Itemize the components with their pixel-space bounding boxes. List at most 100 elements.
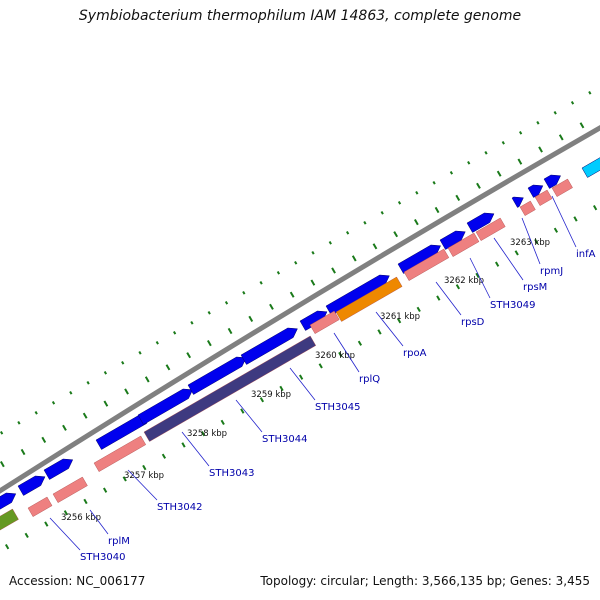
- forward-gene-arrow: [543, 174, 561, 189]
- forward-gene-arrow: [439, 230, 466, 250]
- reverse-gene-bar: [309, 310, 340, 334]
- track-dash: [393, 231, 399, 238]
- gene-label: rpoA: [403, 348, 427, 359]
- track-dot: [484, 150, 488, 155]
- track-dash: [207, 340, 212, 347]
- track-dot: [276, 271, 281, 275]
- track-dot: [121, 361, 125, 365]
- track-dash: [310, 279, 316, 286]
- track-dash: [240, 408, 245, 414]
- reverse-gene-bar: [27, 496, 53, 517]
- genome-summary: Topology: circular; Length: 3,566,135 bp…: [260, 574, 590, 588]
- gene-label: STH3043: [209, 468, 254, 479]
- forward-gene-arrow: [0, 492, 17, 510]
- track-dash: [436, 295, 441, 301]
- track-dot: [86, 381, 90, 385]
- outer-dot-track: [0, 90, 592, 435]
- track-dot: [570, 101, 575, 105]
- track-dash: [372, 243, 378, 250]
- track-dot: [294, 261, 298, 265]
- track-dash: [538, 146, 543, 153]
- reverse-gene-bar: [93, 435, 147, 472]
- forward-gene-arrow: [240, 327, 298, 365]
- track-dash: [82, 412, 88, 419]
- track-dash: [102, 487, 108, 493]
- track-dash: [495, 261, 500, 267]
- tick-label: 3256 kbp: [61, 513, 101, 523]
- bottom-dot-track: [4, 204, 598, 550]
- leader-line: [333, 332, 360, 373]
- track-dash: [161, 453, 167, 459]
- gene-label: STH3044: [262, 434, 307, 445]
- forward-gene-arrow: [527, 184, 544, 198]
- track-dot: [190, 321, 194, 325]
- track-dot: [0, 431, 4, 435]
- track-dash: [414, 219, 419, 226]
- tick-label: 3260 kbp: [315, 351, 355, 361]
- gene-features: [0, 157, 600, 531]
- cyan-gene-arrow: [581, 157, 600, 178]
- forward-gene-arrow: [511, 196, 524, 208]
- track-dot: [432, 181, 436, 185]
- leader-line: [551, 195, 577, 248]
- reverse-gene-bar: [447, 232, 480, 257]
- tick-label: 3263 kbp: [510, 238, 550, 248]
- track-dash: [248, 315, 254, 322]
- track-dash: [44, 521, 49, 527]
- track-dash: [416, 306, 421, 313]
- track-dash: [455, 194, 461, 201]
- track-dash: [62, 424, 67, 431]
- leader-line: [127, 469, 158, 501]
- track-dash: [103, 400, 109, 407]
- track-dash: [181, 442, 186, 448]
- reverse-gene-bar: [551, 178, 573, 197]
- track-dash: [475, 272, 480, 279]
- track-dash: [201, 431, 206, 437]
- gene-label: STH3049: [490, 300, 535, 311]
- track-dot: [51, 401, 56, 405]
- track-dash: [186, 352, 192, 359]
- track-dot: [397, 201, 402, 205]
- track-dash: [4, 544, 10, 550]
- track-dash: [0, 461, 5, 468]
- reverse-gene-bar: [534, 189, 553, 206]
- gene-label: rplQ: [359, 374, 380, 385]
- track-dash: [331, 267, 336, 274]
- track-dash: [299, 374, 304, 380]
- tick-label: 3257 kbp: [124, 471, 164, 481]
- track-dash: [517, 158, 523, 165]
- leader-line: [49, 517, 81, 551]
- track-dot: [415, 191, 419, 195]
- track-dash: [553, 227, 559, 233]
- gene-label: STH3045: [315, 402, 360, 413]
- track-dot: [207, 311, 211, 315]
- track-dash: [20, 448, 26, 456]
- forward-gene-arrow: [17, 475, 46, 496]
- track-dash: [220, 419, 225, 426]
- track-dash: [24, 532, 29, 539]
- kbp-ticks: 3256 kbp 3257 kbp 3258 kbp 3259 kbp 3260 kbp…: [61, 238, 550, 523]
- forward-gene-arrow: [466, 212, 495, 233]
- forward-gene-arrow: [187, 356, 247, 395]
- track-dot: [224, 301, 229, 305]
- track-dash: [279, 385, 284, 392]
- gene-label: rplM: [108, 536, 130, 547]
- track-dot: [363, 221, 367, 225]
- track-dot: [380, 211, 384, 215]
- track-dot: [172, 331, 177, 335]
- gene-label: rpsD: [461, 317, 485, 328]
- track-dot: [103, 371, 108, 375]
- inner-dash-track: [0, 122, 585, 468]
- tick-label: 3261 kbp: [380, 312, 420, 322]
- track-dot: [138, 351, 142, 355]
- reverse-gene-bar: [519, 200, 536, 216]
- leader-line: [375, 311, 404, 347]
- track-dash: [496, 170, 502, 177]
- track-dot: [588, 90, 592, 95]
- track-dot: [449, 171, 454, 175]
- gene-label: STH3040: [80, 552, 125, 563]
- track-dash: [476, 182, 481, 189]
- track-dot: [311, 251, 315, 255]
- leader-line: [235, 399, 263, 433]
